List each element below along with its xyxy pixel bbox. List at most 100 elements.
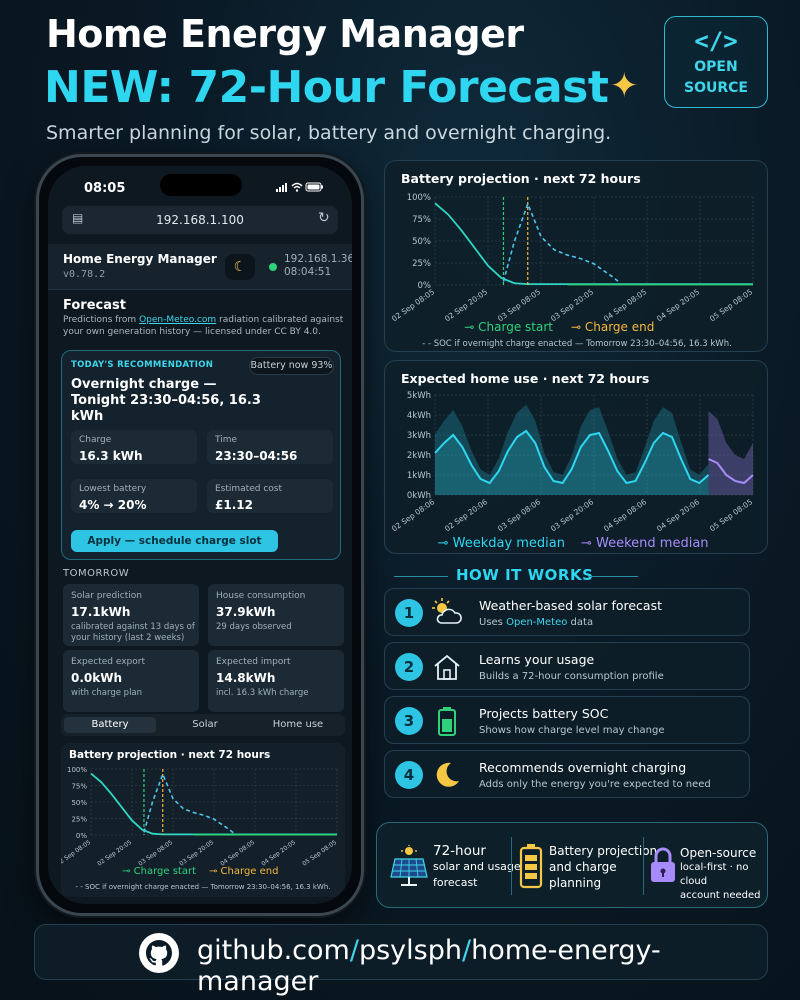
tab-solar[interactable]: Solar bbox=[192, 719, 218, 730]
cell-label: Expected export bbox=[71, 657, 146, 667]
url-slash: / bbox=[349, 935, 359, 966]
x-tick-label: 03 Sep 08:05 bbox=[496, 287, 542, 323]
x-tick-label: 05 Sep 08:05 bbox=[708, 497, 754, 533]
time-cell: Time 23:30–04:56 bbox=[207, 430, 333, 464]
feature-2-l1: Battery projection bbox=[549, 844, 658, 858]
x-tick-label: 04 Sep 20:06 bbox=[655, 497, 701, 533]
weekend-band bbox=[708, 411, 753, 495]
cell-label: Time bbox=[215, 435, 238, 445]
x-tick-label: 02 Sep 08:05 bbox=[61, 839, 92, 868]
x-tick-label: 02 Sep 20:05 bbox=[96, 839, 133, 868]
cell-sub: calibrated against 13 days of your histo… bbox=[71, 622, 195, 643]
soc-if-charged-line bbox=[143, 772, 235, 835]
x-tick-label: 05 Sep 08:05 bbox=[708, 287, 754, 323]
feature-3-l3: account needed bbox=[680, 890, 761, 901]
status-time: 08:05 bbox=[84, 181, 126, 196]
reload-icon[interactable]: ↻ bbox=[318, 210, 330, 226]
step-title: Learns your usage bbox=[479, 652, 595, 667]
open-meteo-step-link[interactable]: Open-Meteo bbox=[506, 617, 568, 628]
x-tick-label: 02 Sep 20:06 bbox=[443, 497, 489, 533]
x-tick-label: 04 Sep 08:05 bbox=[602, 287, 648, 323]
connection-info: 192.168.1.36 08:04:51 bbox=[284, 253, 352, 279]
step-desc-post: data bbox=[567, 617, 594, 628]
solar-panel-icon bbox=[389, 844, 429, 893]
url-repo: home-energy-manager bbox=[197, 935, 661, 997]
url-slash: / bbox=[461, 935, 472, 966]
cell-value: 14.8kWh bbox=[216, 671, 276, 685]
feature-2: Battery projection and charge planning bbox=[549, 843, 657, 891]
x-tick-label: 03 Sep 20:05 bbox=[549, 287, 595, 323]
step-number: 2 bbox=[395, 653, 423, 681]
x-tick-label: 04 Sep 20:05 bbox=[260, 839, 297, 868]
step-4: 4 Recommends overnight charging Adds onl… bbox=[384, 750, 750, 798]
code-icon: </> bbox=[694, 27, 738, 55]
lowest-battery-cell: Lowest battery 4% → 20% bbox=[71, 479, 197, 513]
legend-weekend: ⊸ Weekend median bbox=[581, 536, 709, 551]
app-header: Home Energy Manager v0.78.2 ☾ 192.168.1.… bbox=[48, 244, 352, 290]
battery-feature-icon bbox=[519, 843, 543, 893]
step-number: 1 bbox=[395, 599, 423, 627]
y-tick-label: 100% bbox=[407, 193, 431, 203]
features-strip: 72-hour solar and usage forecast Battery… bbox=[376, 822, 768, 908]
step-desc: Uses Open-Meteo data bbox=[479, 617, 593, 628]
recommendation-headline: Overnight charge — Tonight 23:30–04:56, … bbox=[71, 377, 261, 424]
github-footer[interactable]: github.com/psylsph/home-energy-manager bbox=[34, 924, 768, 997]
cell-sub: incl. 16.3 kWh charge bbox=[216, 688, 309, 698]
y-tick-label: 25% bbox=[412, 259, 431, 269]
feature-1-l1: 72-hour bbox=[433, 843, 486, 859]
x-tick-label: 03 Sep 20:06 bbox=[549, 497, 595, 533]
forecast-desc-pre: Predictions from bbox=[63, 315, 140, 325]
step-desc: Adds only the energy you're expected to … bbox=[479, 779, 711, 790]
expected-import-cell: Expected import 14.8kWh incl. 16.3 kWh cha… bbox=[208, 650, 344, 712]
apply-schedule-button[interactable]: Apply — schedule charge slot bbox=[71, 530, 278, 552]
estimated-cost-cell: Estimated cost £1.12 bbox=[207, 479, 333, 513]
page-subtitle: NEW: 72-Hour Forecast bbox=[44, 62, 609, 113]
y-tick-label: 0kWh bbox=[407, 491, 431, 501]
step-desc-pre: Uses bbox=[479, 617, 507, 628]
y-tick-label: 50% bbox=[71, 799, 87, 807]
connection-status-dot bbox=[269, 263, 277, 271]
legend-weekday: ⊸ Weekday median bbox=[438, 536, 565, 551]
feature-2-l2: and charge bbox=[549, 860, 617, 874]
cell-value: 16.3 kWh bbox=[79, 449, 143, 463]
sparkle-icon: ✦ bbox=[610, 66, 639, 106]
house-consumption-cell: House consumption 37.9kWh 29 days observed bbox=[208, 584, 344, 646]
recommendation-card: TODAY'S RECOMMENDATION Battery now 93% O… bbox=[61, 350, 341, 560]
tab-home-use[interactable]: Home use bbox=[272, 719, 324, 730]
cell-label: Estimated cost bbox=[215, 484, 282, 494]
y-tick-label: 100% bbox=[67, 766, 87, 774]
tabs-icon[interactable]: ▤ bbox=[72, 211, 84, 225]
cell-sub: with charge plan bbox=[71, 688, 143, 698]
y-tick-label: 5kWh bbox=[407, 391, 431, 401]
house-icon bbox=[431, 651, 463, 683]
address-bar[interactable]: ▤ 192.168.1.100 ↻ bbox=[62, 206, 338, 234]
feature-3-l1: Open-source bbox=[680, 846, 757, 860]
legend-charge-end: ⊸ Charge end bbox=[571, 320, 654, 334]
feature-1: 72-hour solar and usage forecast bbox=[433, 843, 521, 891]
y-tick-label: 0% bbox=[418, 281, 432, 291]
theme-toggle-moon-icon[interactable]: ☾ bbox=[225, 254, 255, 280]
open-meteo-link[interactable]: Open-Meteo.com bbox=[139, 315, 217, 325]
mini-battery-chart: Battery projection · next 72 hours 100% 7… bbox=[61, 743, 345, 897]
y-tick-label: 75% bbox=[71, 783, 87, 791]
github-url[interactable]: github.com/psylsph/home-energy-manager bbox=[197, 935, 767, 997]
host-ip: 192.168.1.36 bbox=[284, 253, 352, 265]
badge-line-1: OPEN bbox=[694, 59, 738, 75]
mini-legend-note: - - SOC if overnight charge enacted — To… bbox=[76, 883, 331, 891]
weekday-median-line bbox=[434, 429, 710, 485]
weekend-median-line bbox=[708, 458, 754, 485]
feature-separator bbox=[511, 837, 512, 895]
home-card-title: Expected home use · next 72 hours bbox=[401, 371, 650, 386]
divider-left bbox=[394, 576, 448, 577]
dynamic-island bbox=[160, 174, 242, 196]
soc-if-charged-line bbox=[502, 201, 621, 284]
soc-line bbox=[434, 202, 753, 286]
cell-label: Lowest battery bbox=[79, 484, 147, 494]
battery-icon bbox=[431, 705, 463, 737]
forecast-desc-post: radiation calibrated against your own ge… bbox=[63, 315, 344, 337]
step-title: Recommends overnight charging bbox=[479, 760, 687, 775]
phone-screen: 08:05 ▤ 192.168.1.100 ↻ Home Energy Mana… bbox=[48, 166, 352, 904]
tab-battery[interactable]: Battery bbox=[64, 717, 156, 733]
url-owner: psylsph bbox=[358, 935, 462, 966]
